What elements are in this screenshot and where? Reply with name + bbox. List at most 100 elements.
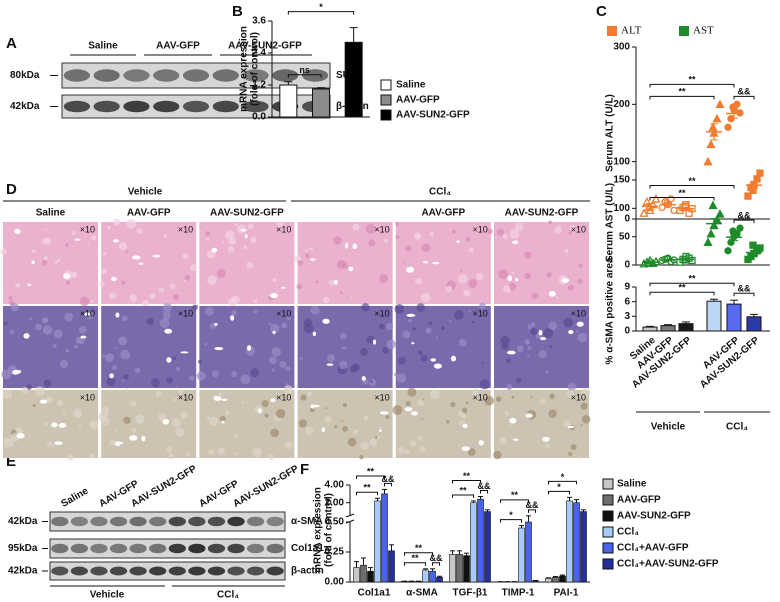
- tissue-texture: [146, 317, 154, 325]
- y-axis-label: Serum ALT (U/L): [605, 94, 616, 172]
- tissue-texture: [175, 427, 185, 437]
- tissue-texture: [506, 384, 513, 390]
- magnification: ×10: [178, 224, 193, 234]
- tissue-texture: [333, 236, 342, 245]
- tissue-texture: [402, 330, 411, 339]
- vessel: [568, 330, 574, 335]
- vessel: [450, 355, 457, 362]
- tissue-texture: [412, 327, 416, 331]
- tissue-texture: [130, 400, 137, 407]
- histology-image: [395, 390, 491, 458]
- y-tick-label: 1.2: [252, 80, 266, 91]
- panel-label: E: [6, 453, 16, 470]
- vessel: [111, 276, 117, 282]
- tissue-texture: [360, 441, 369, 451]
- vessel: [213, 396, 222, 401]
- tissue-texture: [417, 234, 421, 238]
- blot-band: [90, 566, 108, 576]
- data-point: [639, 208, 649, 217]
- tissue-texture: [231, 310, 237, 316]
- tissue-texture: [298, 419, 308, 428]
- group-label: AAV-SUN2-GFP: [210, 208, 284, 219]
- tissue-texture: [70, 271, 78, 278]
- tissue-texture: [234, 223, 238, 227]
- vessel: [321, 427, 326, 433]
- tissue-texture: [112, 365, 117, 371]
- tissue-texture: [252, 447, 263, 458]
- vessel: [115, 312, 120, 318]
- tissue-texture: [511, 395, 515, 399]
- bar: [408, 581, 415, 583]
- legend-swatch: [380, 109, 392, 121]
- vessel: [548, 290, 556, 297]
- tissue-texture: [309, 407, 315, 413]
- tissue-texture: [578, 455, 583, 460]
- tissue-texture: [73, 344, 78, 349]
- kda-label: 42kDa: [8, 566, 38, 577]
- blot-band: [153, 69, 180, 82]
- tissue-texture: [3, 437, 14, 448]
- tissue-texture: [271, 368, 275, 372]
- tissue-texture: [310, 247, 314, 251]
- tissue-texture: [398, 356, 406, 365]
- tissue-texture: [134, 367, 141, 374]
- group-label: AAV-GFP: [127, 208, 171, 219]
- magnification: ×10: [80, 308, 95, 318]
- blot-band: [149, 566, 167, 576]
- vessel: [456, 240, 460, 243]
- legend-swatch: [380, 94, 392, 106]
- condition-label: Vehicle: [128, 187, 163, 198]
- data-point: [651, 256, 661, 266]
- tissue-texture: [41, 259, 48, 266]
- tissue-texture: [421, 418, 424, 421]
- y-tick-label: 50: [619, 231, 631, 242]
- tissue-texture: [467, 448, 476, 457]
- tissue-texture: [208, 449, 215, 456]
- tissue-texture: [285, 365, 291, 372]
- tissue-texture: [471, 389, 480, 398]
- significance-bracket: [649, 185, 735, 189]
- tissue-texture: [299, 356, 303, 360]
- tissue-texture: [300, 394, 307, 401]
- histology-image: [297, 390, 393, 458]
- tissue-texture: [91, 234, 97, 241]
- significance-label: **: [367, 466, 375, 476]
- legend-label: CCl₄+AAV-SUN2-GFP: [617, 559, 719, 570]
- legend-swatch: [602, 494, 614, 506]
- significance-label: *: [561, 472, 565, 482]
- tissue-texture: [435, 336, 438, 339]
- histology-image: [3, 222, 98, 304]
- legend-swatch: [380, 79, 392, 91]
- legend-swatch: [602, 526, 614, 538]
- legend-label: AST: [693, 25, 714, 37]
- histology-image: [395, 222, 491, 304]
- significance-bracket: [649, 282, 735, 287]
- significance-label: &&: [738, 211, 751, 221]
- magnification: ×10: [374, 392, 389, 402]
- y-tick-label: 3.6: [252, 16, 266, 27]
- tissue-texture: [296, 283, 302, 290]
- blot-band: [129, 543, 147, 554]
- blot-band: [247, 516, 265, 527]
- tissue-texture: [347, 437, 357, 447]
- kda-label: 95kDa: [8, 543, 38, 554]
- tissue-texture: [279, 360, 287, 369]
- tissue-texture: [175, 367, 180, 371]
- bar: [388, 550, 395, 583]
- tissue-texture: [394, 303, 405, 314]
- tissue-texture: [385, 414, 390, 419]
- data-point: [712, 113, 722, 123]
- y-tick-label: 6: [624, 296, 630, 307]
- tissue-texture: [227, 246, 235, 253]
- tissue-texture: [218, 392, 223, 397]
- bar: [532, 580, 539, 583]
- significance-bracket: [452, 480, 481, 484]
- tissue-texture: [51, 443, 55, 447]
- significance-bracket: [287, 11, 355, 15]
- tissue-texture: [135, 414, 145, 424]
- vessel: [345, 242, 349, 249]
- magnification: ×10: [276, 392, 291, 402]
- tissue-texture: [282, 227, 288, 234]
- tissue-texture: [205, 231, 211, 237]
- tissue-texture: [515, 222, 524, 231]
